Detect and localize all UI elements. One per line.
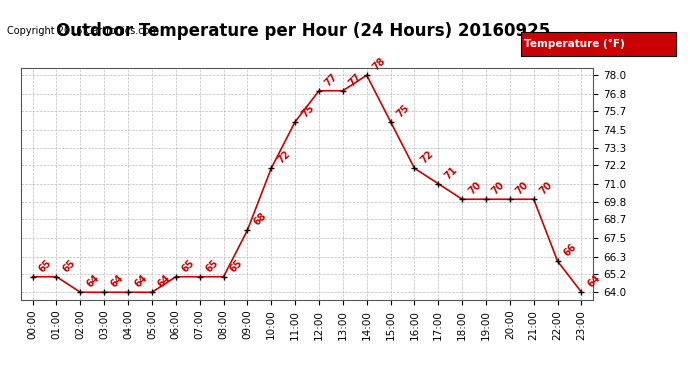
Text: 77: 77 (323, 71, 339, 88)
Text: 78: 78 (371, 56, 388, 72)
Text: 66: 66 (562, 242, 578, 258)
Text: 70: 70 (466, 180, 483, 196)
Text: 64: 64 (108, 273, 125, 290)
Text: 72: 72 (275, 149, 292, 165)
Text: 70: 70 (514, 180, 531, 196)
Text: 65: 65 (180, 257, 197, 274)
Text: 68: 68 (252, 211, 268, 228)
Text: 64: 64 (132, 273, 149, 290)
Text: 65: 65 (204, 257, 220, 274)
Text: Temperature (°F): Temperature (°F) (524, 39, 625, 49)
Text: 65: 65 (37, 257, 53, 274)
Text: 70: 70 (538, 180, 555, 196)
Text: 65: 65 (61, 257, 77, 274)
Text: 75: 75 (395, 102, 411, 119)
Text: 64: 64 (586, 273, 602, 290)
Text: 64: 64 (156, 273, 172, 290)
Text: 77: 77 (347, 71, 364, 88)
Text: 65: 65 (228, 257, 244, 274)
Text: 64: 64 (84, 273, 101, 290)
Text: 75: 75 (299, 102, 316, 119)
Text: 71: 71 (442, 164, 459, 181)
Text: Outdoor Temperature per Hour (24 Hours) 20160925: Outdoor Temperature per Hour (24 Hours) … (57, 22, 551, 40)
Text: Copyright 2016 Cartronics.com: Copyright 2016 Cartronics.com (7, 26, 159, 36)
Text: 72: 72 (419, 149, 435, 165)
Text: 70: 70 (490, 180, 506, 196)
